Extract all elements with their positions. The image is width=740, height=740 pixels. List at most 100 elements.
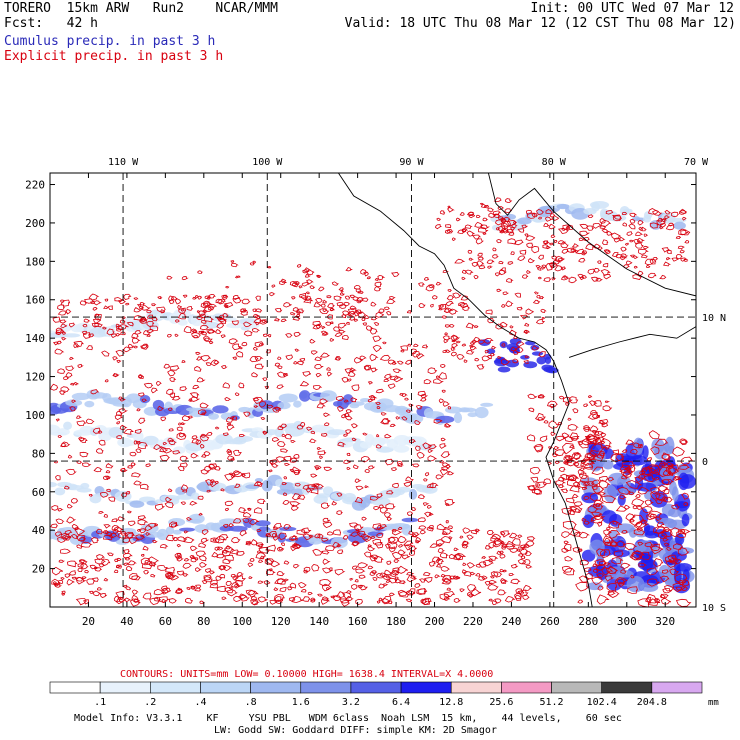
contour-line — [346, 452, 351, 456]
contour-line — [579, 559, 590, 566]
contour-line — [146, 329, 154, 333]
contour-line — [635, 494, 642, 498]
contour-line — [208, 463, 216, 469]
contour-line — [222, 382, 231, 389]
contour-line — [301, 281, 310, 287]
cumulus-cell — [156, 528, 169, 541]
contour-line — [370, 535, 376, 539]
contour-line — [210, 481, 218, 488]
contour-line — [591, 479, 601, 486]
contour-line — [629, 551, 646, 561]
contour-line — [475, 573, 481, 577]
contour-line — [129, 573, 139, 580]
contour-line — [208, 294, 216, 299]
contour-line — [297, 494, 306, 500]
contour-line — [309, 338, 316, 344]
contour-line — [206, 328, 215, 335]
contour-line — [466, 534, 475, 540]
contour-line — [411, 533, 418, 538]
contour-line — [222, 558, 231, 564]
contour-line — [163, 363, 171, 369]
contour-line — [503, 216, 511, 223]
contour-line — [557, 240, 566, 245]
contour-line — [592, 438, 602, 446]
contour-line — [194, 366, 202, 372]
contour-line — [362, 322, 368, 326]
contour-line — [387, 383, 396, 389]
contour-line — [98, 563, 106, 568]
contour-line — [423, 378, 432, 385]
contour-line — [438, 398, 445, 404]
contour-line — [221, 294, 229, 301]
contour-line — [178, 422, 183, 426]
contour-line — [553, 239, 558, 243]
contour-line — [133, 297, 139, 300]
contour-line — [316, 447, 322, 450]
contour-line — [416, 353, 425, 360]
contour-line — [512, 358, 519, 364]
contour-line — [551, 277, 556, 281]
contour-line — [372, 344, 382, 353]
contour-line — [451, 343, 459, 349]
contour-line — [284, 578, 289, 582]
cumulus-cell — [142, 435, 159, 446]
contour-line — [579, 223, 589, 229]
contour-line — [625, 439, 635, 446]
contour-line — [340, 598, 350, 604]
contour-line — [506, 228, 514, 234]
contour-line — [299, 292, 307, 299]
contour-line — [424, 277, 430, 281]
contour-line — [356, 530, 366, 538]
contour-line — [179, 386, 188, 392]
contour-line — [371, 316, 378, 321]
contour-line — [478, 575, 486, 581]
contour-line — [232, 297, 242, 304]
contour-line — [598, 420, 606, 424]
contour-line — [351, 437, 357, 442]
contour-line — [370, 394, 375, 399]
cumulus-cell — [79, 534, 93, 544]
contour-line — [641, 467, 653, 475]
contour-line — [639, 551, 652, 560]
cumulus-cell — [637, 558, 658, 571]
contour-line — [199, 324, 209, 331]
contour-line — [168, 428, 174, 432]
contour-line — [461, 269, 467, 274]
contour-line — [396, 360, 404, 365]
contour-line — [73, 342, 80, 349]
contour-line — [238, 382, 245, 389]
x-tick-label: 320 — [655, 615, 675, 628]
contour-line — [633, 528, 646, 536]
contour-line — [679, 249, 685, 254]
contour-line — [134, 330, 142, 335]
contour-line — [211, 551, 219, 558]
contour-line — [587, 214, 594, 218]
contour-line — [381, 596, 392, 604]
contour-line — [379, 354, 391, 361]
contour-line — [440, 565, 451, 572]
cumulus-cell — [659, 465, 675, 482]
contour-line — [552, 452, 559, 458]
contour-line — [63, 376, 70, 381]
contour-line — [464, 224, 473, 229]
contour-line — [277, 356, 282, 360]
contour-line — [575, 581, 590, 592]
contour-line — [538, 296, 545, 300]
cumulus-cell — [617, 493, 626, 506]
contour-line — [241, 298, 251, 305]
contour-line — [341, 376, 348, 383]
contour-line — [440, 451, 451, 459]
contour-line — [301, 527, 312, 534]
contour-line — [530, 476, 539, 483]
contour-line — [341, 414, 347, 419]
contour-line — [620, 562, 631, 570]
contour-line — [577, 468, 585, 476]
contour-line — [249, 262, 255, 266]
contour-line — [276, 371, 288, 378]
contour-line — [369, 328, 378, 335]
contour-line — [515, 346, 524, 354]
cumulus-cell — [601, 510, 617, 524]
contour-line — [407, 343, 411, 347]
contour-line — [180, 462, 189, 468]
contour-line — [448, 324, 455, 328]
